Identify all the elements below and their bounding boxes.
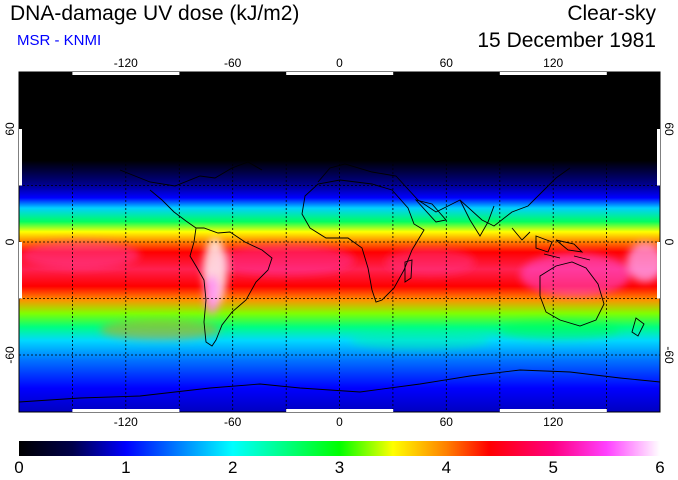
graticule [19, 72, 660, 412]
coastlines [19, 161, 660, 403]
sky-condition-label: Clear-sky [567, 2, 656, 25]
lon-label-top: 60 [440, 56, 454, 70]
lon-label-top: -120 [114, 56, 138, 70]
central-america-coast [149, 189, 197, 229]
colorbar-tick-label: 0 [14, 458, 23, 477]
colorbar-labels: 0 1 2 3 4 5 6 [14, 458, 664, 477]
madagascar-coast [404, 259, 413, 283]
antarctica-coast [19, 369, 660, 403]
africa-coast [301, 179, 425, 303]
source-label: MSR - KNMI [17, 32, 102, 49]
lon-label-top: 0 [336, 56, 343, 70]
map-title: DNA-damage UV dose (kJ/m2) [10, 2, 300, 25]
india-coast [459, 199, 495, 237]
lat-label-left: -60 [3, 346, 17, 364]
colorbar-tick-label: 3 [335, 458, 344, 477]
lat-label-right: -60 [662, 346, 676, 364]
colorbar-tick-label: 4 [442, 458, 451, 477]
lon-label-top: 120 [543, 56, 563, 70]
lon-labels-bottom: -120 -60 0 60 120 [114, 415, 564, 429]
lon-label-bottom: -120 [114, 415, 138, 429]
date-label: 15 December 1981 [477, 29, 656, 52]
colorbar-tick-label: 2 [228, 458, 237, 477]
lat-label-right: 60 [662, 122, 676, 136]
colorbar-tick-label: 1 [121, 458, 130, 477]
lat-labels-right: 60 0 -60 [662, 122, 676, 364]
map-border-ticks [19, 72, 660, 412]
north-america-coast [119, 161, 263, 187]
colorbar-tick-label: 6 [655, 458, 664, 477]
south-america-coast [189, 227, 273, 347]
colorbar [19, 441, 660, 456]
uv-variation-overlay [20, 238, 660, 350]
colorbar-tick-label: 5 [548, 458, 557, 477]
lon-label-bottom: 0 [336, 415, 343, 429]
australia-coast [539, 261, 605, 327]
lat-label-left: 60 [3, 122, 17, 136]
lat-label-right: 0 [662, 239, 676, 246]
lon-label-bottom: 60 [440, 415, 454, 429]
southeast-asia-islands [511, 227, 591, 261]
lon-label-bottom: 120 [543, 415, 563, 429]
lon-labels-top: -120 -60 0 60 120 [114, 56, 564, 70]
lon-label-bottom: -60 [224, 415, 242, 429]
lat-labels-left: 60 0 -60 [3, 122, 17, 364]
new-zealand-coast [631, 317, 645, 337]
lat-label-left: 0 [3, 238, 17, 245]
lon-label-top: -60 [224, 56, 242, 70]
